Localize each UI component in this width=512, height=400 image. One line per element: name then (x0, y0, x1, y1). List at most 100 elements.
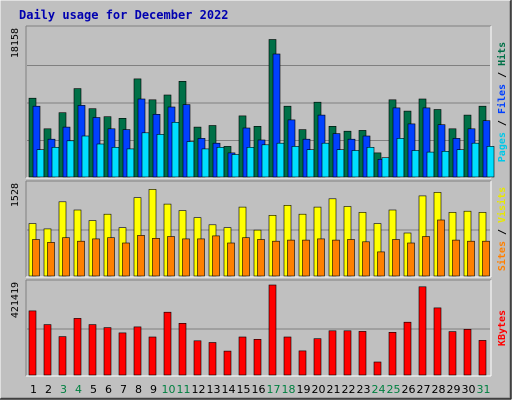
bar-files-day-11 (182, 104, 191, 178)
bar-kbytes-day-9 (148, 336, 157, 376)
bar-kbytes-day-24 (373, 361, 382, 376)
bar-pages-day-28 (441, 151, 450, 178)
bar-kbytes-day-11 (178, 322, 187, 376)
bar-sites-day-25 (392, 239, 400, 277)
x-tick-label: 21 (327, 383, 341, 396)
x-tick-label: 2 (45, 383, 52, 396)
bar-pages-day-14 (231, 154, 240, 178)
bar-kbytes-day-13 (208, 342, 217, 376)
bar-kbytes-day-1 (28, 310, 37, 376)
x-tick-label: 9 (150, 383, 157, 396)
bar-kbytes-day-3 (58, 336, 67, 376)
bar-pages-day-12 (201, 148, 210, 178)
bar-sites-day-31 (482, 240, 490, 277)
bar-pages-day-7 (126, 148, 135, 178)
x-tick-label: 26 (402, 383, 416, 396)
legend-entry-hits: Hits (496, 42, 508, 66)
legend-separator: / (497, 66, 508, 84)
bar-kbytes-day-31 (478, 340, 487, 376)
bar-kbytes-day-23 (358, 331, 367, 376)
x-tick-label: 30 (462, 383, 476, 396)
x-tick-label: 28 (432, 383, 446, 396)
bar-sites-day-15 (242, 237, 250, 277)
bar-sites-day-16 (257, 239, 265, 277)
bar-kbytes-day-18 (283, 336, 292, 376)
x-tick-label: 22 (342, 383, 356, 396)
bar-sites-day-20 (317, 238, 325, 277)
bar-sites-day-19 (302, 239, 310, 277)
bar-pages-day-22 (351, 150, 360, 178)
bar-kbytes-day-27 (418, 286, 427, 376)
legend-separator: / (497, 223, 508, 241)
legend-separator: / (497, 114, 508, 132)
legend-entry-visits: Visits (496, 187, 508, 223)
bar-pages-day-29 (456, 149, 465, 178)
bar-sites-day-9 (152, 238, 160, 277)
bar-kbytes-day-17 (268, 284, 277, 376)
bar-kbytes-day-30 (463, 328, 472, 376)
x-tick-label: 29 (447, 383, 461, 396)
bar-pages-day-15 (246, 147, 255, 178)
bar-pages-day-26 (411, 150, 420, 178)
panel-hits-files-pages: 18158 Pages / Files / Hits (10, 25, 508, 179)
legend-entry-pages: Pages (497, 132, 508, 162)
legend-hits-files-pages: Pages / Files / Hits (496, 42, 508, 162)
bar-kbytes-day-5 (88, 324, 97, 376)
x-tick-label: 12 (192, 383, 206, 396)
x-tick-label: 27 (417, 383, 431, 396)
bar-pages-day-25 (396, 138, 405, 178)
bar-sites-day-28 (437, 219, 445, 277)
bar-pages-day-10 (171, 122, 180, 178)
bar-pages-day-16 (261, 144, 270, 178)
bar-pages-day-17 (276, 142, 285, 178)
bar-sites-day-5 (92, 238, 100, 277)
legend-entry-sites: Sites (496, 241, 508, 271)
bar-kbytes-day-14 (223, 350, 232, 376)
bar-sites-day-29 (452, 239, 460, 277)
bar-files-day-27 (422, 107, 431, 178)
x-tick-label: 6 (105, 383, 112, 396)
bar-sites-day-13 (212, 235, 220, 277)
bar-sites-day-30 (467, 240, 475, 277)
bar-pages-day-21 (336, 149, 345, 178)
legend-kbytes: KBytes (497, 310, 508, 346)
bar-kbytes-day-8 (133, 326, 142, 376)
bar-kbytes-day-10 (163, 311, 172, 376)
x-tick-label: 8 (135, 383, 142, 396)
bar-pages-day-19 (306, 149, 315, 178)
bar-sites-day-21 (332, 239, 340, 277)
bar-kbytes-day-6 (103, 327, 112, 376)
x-tick-label: 19 (297, 383, 311, 396)
bar-kbytes-day-7 (118, 332, 127, 376)
bar-pages-day-31 (486, 146, 495, 178)
x-tick-label: 16 (252, 383, 266, 396)
bar-sites-day-22 (347, 239, 355, 277)
bar-pages-day-13 (216, 147, 225, 178)
x-tick-label: 23 (357, 383, 371, 396)
x-tick-label: 25 (387, 383, 401, 396)
bar-files-day-17 (272, 53, 281, 178)
x-tick-label: 1 (30, 383, 37, 396)
x-tick-label: 14 (222, 383, 236, 396)
bar-kbytes-day-26 (403, 321, 412, 376)
bar-pages-day-18 (291, 146, 300, 178)
x-tick-label: 31 (477, 383, 491, 396)
bar-sites-day-2 (47, 242, 55, 277)
y-max-label: 1528 (10, 183, 21, 207)
legend-entry-kbytes: KBytes (497, 310, 508, 346)
y-max-label: 421419 (10, 282, 21, 318)
bar-kbytes-day-2 (43, 324, 52, 376)
x-tick-label: 15 (237, 383, 251, 396)
x-tick-label: 24 (372, 383, 386, 396)
x-tick-label: 7 (120, 383, 127, 396)
bar-kbytes-day-16 (253, 338, 262, 376)
bar-sites-day-17 (272, 240, 280, 277)
bar-kbytes-day-4 (73, 318, 82, 376)
bar-kbytes-day-20 (313, 338, 322, 376)
x-tick-label: 4 (75, 383, 82, 396)
x-tick-label: 3 (60, 383, 67, 396)
bar-pages-day-30 (471, 142, 480, 178)
x-tick-label: 10 (162, 383, 176, 396)
bar-sites-day-8 (137, 235, 145, 277)
